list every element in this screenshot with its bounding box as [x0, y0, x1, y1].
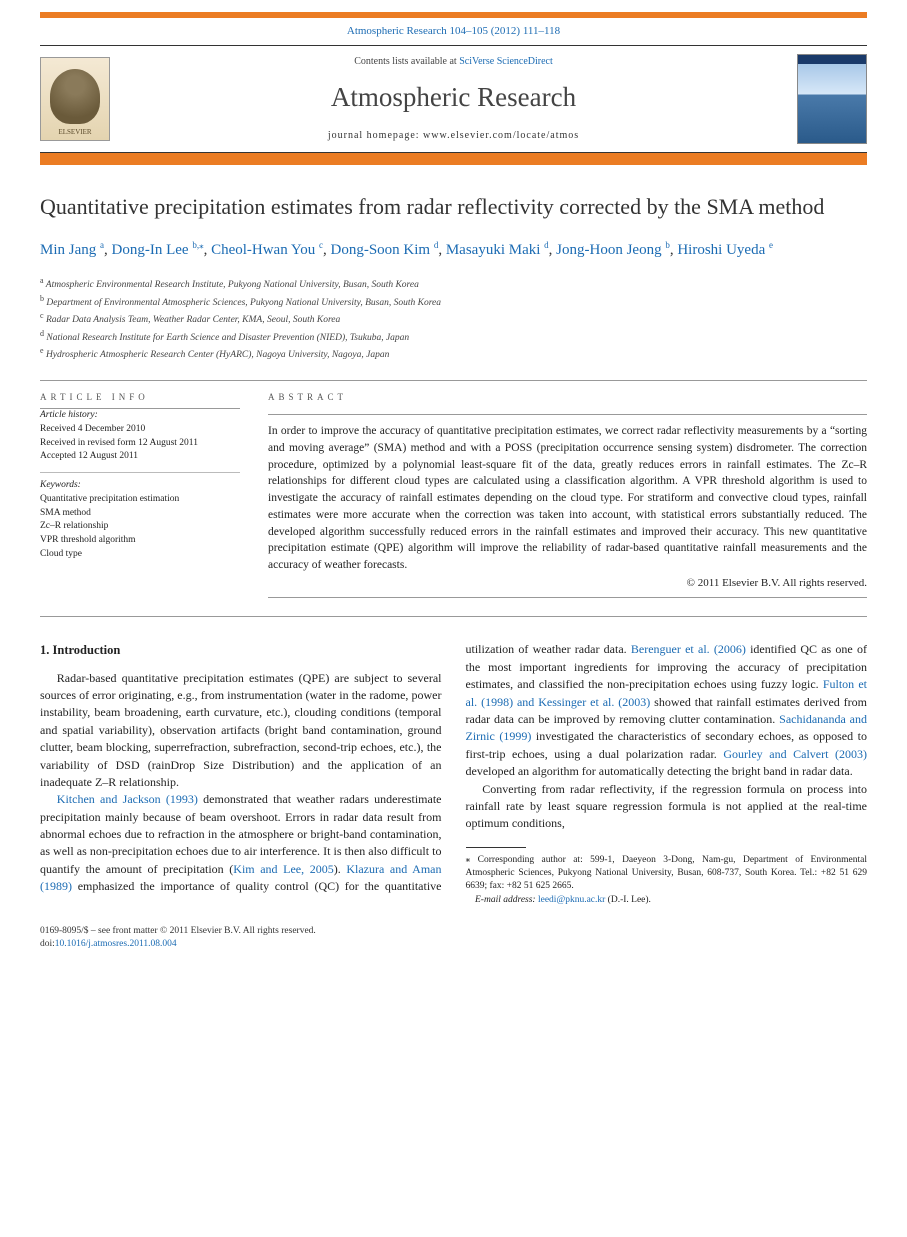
- abstract-block: ABSTRACT In order to improve the accurac…: [268, 381, 867, 598]
- corresponding-author-footnote: ⁎ Corresponding author at: 599-1, Daeyeo…: [466, 854, 868, 907]
- article-info-sidebar: ARTICLE INFO Article history: Received 4…: [40, 381, 240, 598]
- email-link[interactable]: leedi@pknu.ac.kr: [538, 895, 605, 905]
- elsevier-tree-icon: [50, 69, 100, 124]
- contents-line: Contents lists available at SciVerse Sci…: [126, 55, 781, 69]
- abstract-text: In order to improve the accuracy of quan…: [268, 423, 867, 573]
- article-title: Quantitative precipitation estimates fro…: [40, 193, 867, 221]
- article-history: Article history: Received 4 December 201…: [40, 409, 240, 473]
- citation-link[interactable]: Gourley and Calvert (2003): [723, 747, 867, 761]
- citation-link[interactable]: Berenguer et al. (2006): [631, 642, 746, 656]
- body-paragraph: Converting from radar reflectivity, if t…: [466, 781, 868, 833]
- author-link[interactable]: Dong-Soon Kim: [331, 242, 431, 258]
- divider: [40, 616, 867, 617]
- homepage-url[interactable]: www.elsevier.com/locate/atmos: [423, 130, 579, 141]
- journal-name: Atmospheric Research: [126, 79, 781, 117]
- abstract-copyright: © 2011 Elsevier B.V. All rights reserved…: [268, 576, 867, 592]
- journal-citation: Atmospheric Research 104–105 (2012) 111–…: [40, 24, 867, 39]
- authors-list: Min Jang a, Dong-In Lee b,⁎, Cheol-Hwan …: [40, 239, 867, 262]
- journal-citation-link[interactable]: Atmospheric Research 104–105 (2012) 111–…: [347, 25, 560, 37]
- keywords-block: Keywords: Quantitative precipitation est…: [40, 479, 240, 570]
- journal-header: ELSEVIER Contents lists available at Sci…: [40, 45, 867, 153]
- body-two-column: 1. Introduction Radar-based quantitative…: [40, 641, 867, 906]
- doi-link[interactable]: 10.1016/j.atmosres.2011.08.004: [55, 939, 177, 949]
- abstract-label: ABSTRACT: [268, 391, 867, 404]
- elsevier-logo: ELSEVIER: [40, 57, 110, 141]
- author-link[interactable]: Min Jang: [40, 242, 96, 258]
- article-info-label: ARTICLE INFO: [40, 391, 240, 404]
- citation-link[interactable]: Kitchen and Jackson (1993): [57, 792, 198, 806]
- bottom-orange-bar: [40, 153, 867, 165]
- body-paragraph: Radar-based quantitative precipitation e…: [40, 670, 442, 792]
- citation-link[interactable]: Kim and Lee, 2005: [233, 862, 333, 876]
- header-center: Contents lists available at SciVerse Sci…: [126, 55, 781, 143]
- front-matter-line: 0169-8095/$ – see front matter © 2011 El…: [40, 925, 867, 938]
- author-link[interactable]: Jong-Hoon Jeong: [556, 242, 661, 258]
- section-heading: 1. Introduction: [40, 641, 442, 659]
- footnote-divider: [466, 847, 526, 848]
- author-link[interactable]: Hiroshi Uyeda: [677, 242, 765, 258]
- top-orange-bar: [40, 12, 867, 18]
- corresponding-star-icon: ⁎: [199, 240, 204, 250]
- author-link[interactable]: Cheol-Hwan You: [211, 242, 315, 258]
- divider: [268, 597, 867, 598]
- footer-metadata: 0169-8095/$ – see front matter © 2011 El…: [40, 925, 867, 952]
- divider: [268, 414, 867, 415]
- elsevier-label: ELSEVIER: [58, 128, 91, 138]
- affiliations-list: a Atmospheric Environmental Research Ins…: [40, 275, 867, 362]
- author-link[interactable]: Masayuki Maki: [446, 242, 541, 258]
- journal-homepage: journal homepage: www.elsevier.com/locat…: [126, 129, 781, 143]
- author-link[interactable]: Dong-In Lee: [112, 242, 189, 258]
- sciencedirect-link[interactable]: SciVerse ScienceDirect: [459, 56, 553, 67]
- journal-cover-thumbnail: [797, 54, 867, 144]
